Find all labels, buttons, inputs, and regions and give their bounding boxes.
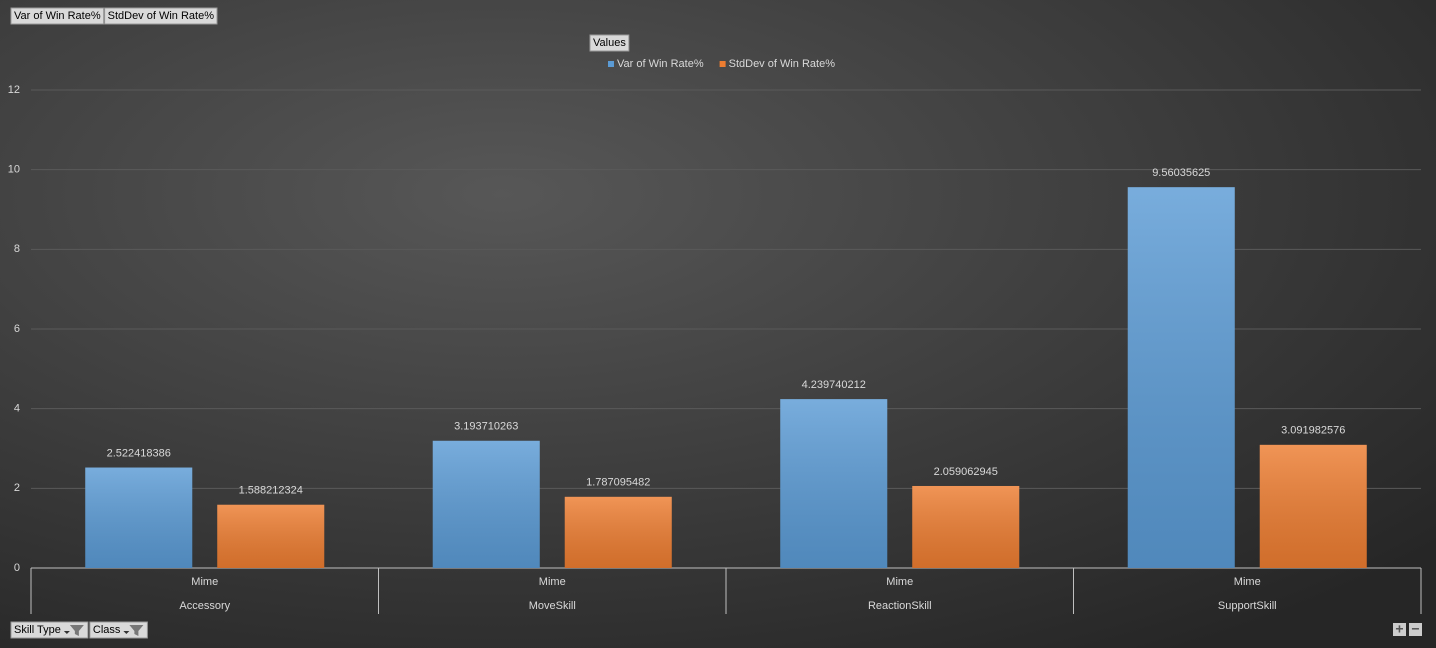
legend-title-button-label: Values (593, 37, 626, 49)
axis-field-button-label: Class (93, 624, 121, 636)
bar-shine (1259, 444, 1367, 568)
data-label: 2.522418386 (107, 447, 171, 459)
y-tick-label: 8 (14, 243, 20, 255)
y-tick-label: 10 (8, 164, 20, 176)
data-label: 4.239740212 (802, 379, 866, 391)
expand-icon: + (1395, 621, 1403, 637)
x-tick-label: Mime (539, 576, 566, 588)
expand-button[interactable] (1393, 623, 1406, 636)
x-tick-label: Mime (1234, 576, 1261, 588)
field-button[interactable] (10, 7, 105, 25)
data-label: 1.787095482 (586, 477, 650, 489)
dropdown-icon (123, 631, 130, 634)
y-tick-label: 12 (8, 84, 20, 96)
x-group-label: SupportSkill (1218, 600, 1277, 612)
filter-icon (129, 625, 144, 636)
filter-icon (69, 625, 84, 636)
collapse-icon: − (1411, 621, 1419, 637)
data-label: 2.059062945 (934, 466, 998, 478)
data-label: 1.588212324 (239, 485, 303, 497)
collapse-button[interactable] (1409, 623, 1422, 636)
bar-shine (780, 399, 888, 568)
bar-shine (564, 496, 672, 568)
field-button-label: StdDev of Win Rate% (108, 10, 215, 22)
data-label: 3.091982576 (1281, 425, 1345, 437)
axis-field-button-label: Skill Type (14, 624, 61, 636)
dropdown-icon (63, 631, 70, 634)
x-tick-label: Mime (886, 576, 913, 588)
field-button-label: Var of Win Rate% (14, 10, 101, 22)
bar-shine (1127, 187, 1235, 568)
bar-shine (85, 467, 193, 568)
y-tick-label: 4 (14, 403, 20, 415)
zoom-buttons: + − (1393, 621, 1422, 637)
data-label: 9.56035625 (1152, 167, 1210, 179)
x-group-label: MoveSkill (529, 600, 576, 612)
legend-label: Var of Win Rate% (617, 58, 704, 70)
bar-shine (217, 504, 325, 568)
y-tick-label: 6 (14, 323, 20, 335)
x-group-label: ReactionSkill (868, 600, 932, 612)
legend-label: StdDev of Win Rate% (729, 58, 836, 70)
data-label: 3.193710263 (454, 421, 518, 433)
bar-shine (912, 485, 1020, 568)
x-tick-label: Mime (191, 576, 218, 588)
field-button[interactable] (104, 7, 218, 25)
legend-swatch (608, 61, 614, 67)
y-tick-label: 2 (14, 482, 20, 494)
bar-shine (432, 440, 540, 568)
y-tick-label: 0 (14, 562, 20, 574)
legend-title-button[interactable] (589, 34, 630, 52)
axis-field-button[interactable] (10, 621, 89, 639)
legend-swatch (719, 61, 726, 67)
x-group-label: Accessory (179, 600, 230, 612)
